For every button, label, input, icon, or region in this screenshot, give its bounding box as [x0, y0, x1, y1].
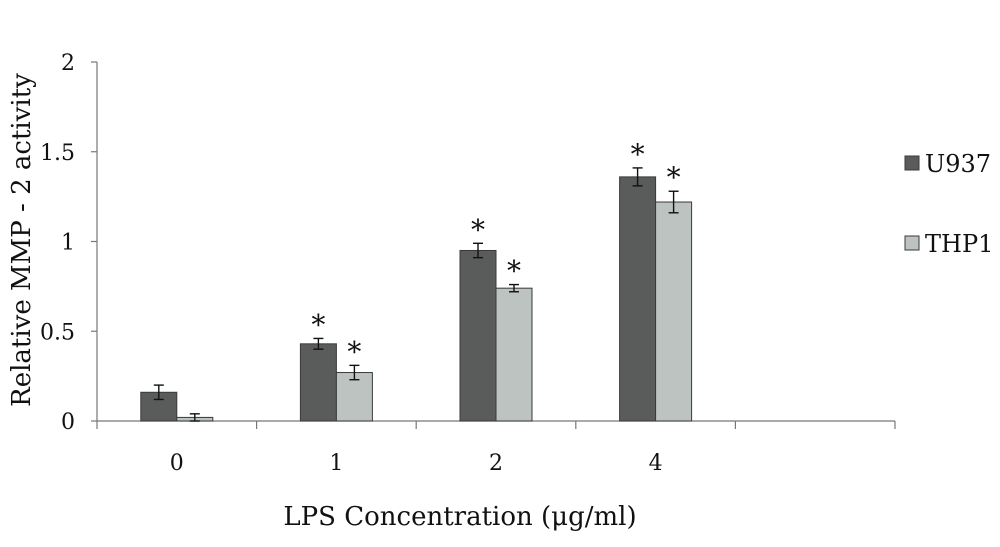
- significance-marker: *: [667, 161, 681, 194]
- bar: [299, 343, 337, 422]
- y-tick-label: 1.5: [40, 141, 75, 166]
- labels: 0 0.5 1 1.5 2 0 1 2 4 * * * * * *: [40, 51, 681, 476]
- legend-label: THP1: [925, 230, 993, 258]
- significance-marker: *: [471, 213, 485, 246]
- bar: [495, 287, 533, 422]
- significance-marker: *: [631, 138, 645, 171]
- y-tick-label: 2: [61, 51, 75, 76]
- y-axis-label: Relative MMP - 2 activity: [7, 73, 37, 407]
- x-tick-label: 2: [489, 451, 503, 476]
- legend-swatch: [904, 235, 920, 251]
- y-tick-label: 1: [61, 231, 75, 256]
- significance-marker: *: [507, 255, 521, 288]
- x-axis-label: LPS Concentration (μg/ml): [283, 502, 636, 532]
- legend: U937 THP1: [904, 150, 993, 258]
- legend-label: U937: [925, 150, 991, 178]
- x-tick-label: 0: [170, 451, 184, 476]
- bar: [459, 249, 497, 422]
- legend-swatch: [904, 155, 920, 171]
- y-tick-label: 0: [61, 410, 75, 435]
- bar: [655, 201, 693, 422]
- x-tick-label: 4: [649, 451, 663, 476]
- y-tick-label: 0.5: [40, 320, 75, 345]
- significance-marker: *: [311, 308, 325, 341]
- significance-marker: *: [347, 335, 361, 368]
- bar: [619, 176, 657, 422]
- x-tick-label: 1: [329, 451, 343, 476]
- bars: [140, 167, 693, 422]
- bar: [140, 391, 178, 422]
